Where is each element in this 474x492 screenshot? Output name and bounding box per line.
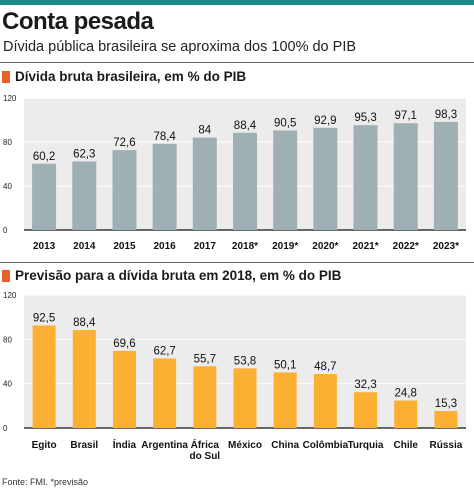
- bar: [152, 143, 177, 230]
- data-label: 62,3: [73, 148, 95, 160]
- bar: [193, 366, 217, 428]
- source-footnote: Fonte: FMI. *previsão: [2, 477, 89, 487]
- x-tick-label: 2018*: [232, 241, 258, 252]
- x-tick-label: Índia: [113, 438, 137, 451]
- divider-top: [0, 62, 474, 63]
- x-tick-label: 2020*: [312, 241, 338, 252]
- x-tick-label: 2023*: [433, 241, 459, 252]
- bar: [153, 358, 177, 428]
- data-label: 55,7: [194, 353, 216, 365]
- bar: [273, 130, 298, 230]
- chart2-title: Previsão para a dívida bruta em 2018, em…: [15, 268, 342, 283]
- x-tick-label: Turquia: [348, 440, 384, 451]
- x-tick-label: 2022*: [393, 241, 419, 252]
- data-label: 72,6: [113, 137, 135, 149]
- data-label: 90,5: [274, 117, 296, 129]
- y-tick-label: 0: [3, 424, 8, 433]
- y-tick-label: 120: [3, 291, 17, 300]
- x-tick-label: Chile: [394, 440, 419, 451]
- chart2-marker: [2, 269, 10, 282]
- data-label: 78,4: [153, 131, 176, 143]
- x-tick-label: China: [271, 440, 299, 451]
- top-accent-rule: [0, 0, 474, 5]
- chart-country-debt-2018: 0 40 80 120 92,5 Egito 88,4 Brasil 69,6 Índia 62,7…: [3, 291, 466, 462]
- chart1-title: Dívida bruta brasileira, em % do PIB: [15, 69, 247, 84]
- data-label: 97,1: [395, 110, 417, 122]
- data-label: 32,3: [354, 379, 376, 391]
- x-tick-label: 2013: [33, 241, 56, 252]
- bar: [434, 411, 458, 428]
- data-label: 15,3: [435, 398, 457, 410]
- bar: [353, 125, 378, 230]
- data-label: 24,8: [395, 388, 417, 400]
- chart2-heading: Previsão para a dívida bruta em 2018, em…: [2, 268, 341, 283]
- x-tick-label: 2017: [194, 241, 217, 252]
- bar: [112, 350, 136, 428]
- bar: [313, 374, 337, 428]
- chart1-heading: Dívida bruta brasileira, em % do PIB: [2, 69, 246, 84]
- x-tick-label: Brasil: [70, 440, 98, 451]
- bar: [313, 127, 338, 230]
- data-label: 60,2: [33, 151, 55, 163]
- page-title: Conta pesada: [2, 8, 154, 35]
- x-tick-label: México: [228, 440, 262, 451]
- chart1-marker: [2, 70, 10, 83]
- x-tick-label: Egito: [32, 440, 57, 451]
- y-tick-label: 40: [3, 380, 12, 389]
- x-tick-label: 2021*: [352, 241, 378, 252]
- bar: [233, 132, 257, 230]
- divider-middle: [0, 262, 474, 263]
- x-tick-label: Colômbia: [303, 440, 349, 451]
- bar: [433, 121, 458, 230]
- y-tick-label: 120: [3, 94, 17, 103]
- data-label: 98,3: [435, 109, 457, 121]
- bar: [112, 150, 137, 230]
- data-label: 62,7: [153, 346, 175, 358]
- x-tick-label: 2016: [154, 241, 177, 252]
- data-label: 88,4: [73, 317, 96, 329]
- page-subtitle: Dívida pública brasileira se aproxima do…: [3, 39, 357, 55]
- bar: [32, 325, 56, 428]
- x-tick-label: Rússia: [430, 440, 463, 451]
- bar: [192, 137, 217, 230]
- data-label: 69,6: [113, 338, 135, 350]
- bar: [233, 368, 257, 428]
- x-tick-label: 2014: [73, 241, 96, 252]
- data-label: 92,5: [33, 312, 55, 324]
- data-label: 48,7: [314, 361, 336, 373]
- y-tick-label: 40: [3, 182, 12, 191]
- data-label: 95,3: [354, 112, 376, 124]
- chart-brazil-debt: 0 40 80 120 60,2 2013 62,3 2014 72,6 2015 78,4 2016…: [3, 94, 466, 252]
- x-tick-label: 2015: [113, 241, 136, 252]
- bar: [72, 161, 97, 230]
- data-label: 92,9: [314, 115, 336, 127]
- data-label: 88,4: [234, 120, 257, 132]
- data-label: 84: [198, 125, 211, 137]
- data-label: 50,1: [274, 359, 296, 371]
- y-tick-label: 80: [3, 138, 12, 147]
- data-label: 53,8: [234, 355, 256, 367]
- y-tick-label: 80: [3, 335, 12, 344]
- x-tick-label: África do Sul: [190, 438, 221, 462]
- bar: [32, 163, 57, 230]
- bar: [394, 400, 418, 428]
- bar: [273, 372, 297, 428]
- bar: [354, 392, 378, 428]
- x-tick-label: Argentina: [141, 440, 188, 451]
- y-tick-label: 0: [3, 226, 8, 235]
- bar: [393, 123, 418, 230]
- bar: [72, 330, 96, 428]
- x-tick-label: 2019*: [272, 241, 298, 252]
